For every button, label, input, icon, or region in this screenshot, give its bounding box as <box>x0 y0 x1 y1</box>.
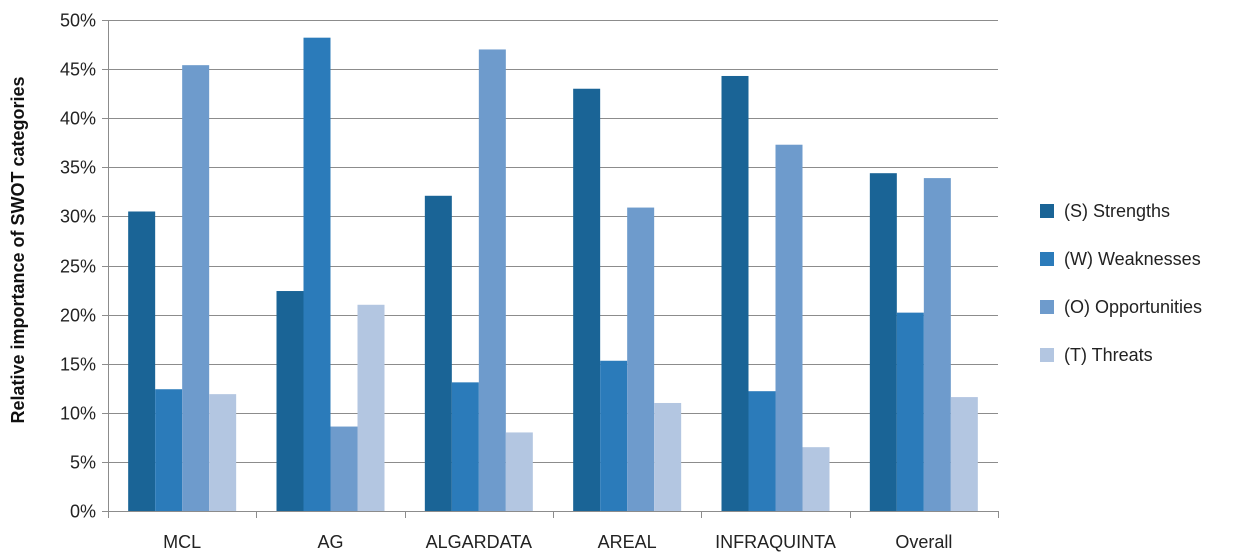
gridlines <box>108 20 998 463</box>
bar <box>182 65 210 511</box>
bar <box>721 75 749 511</box>
x-tick-label: Overall <box>895 532 952 552</box>
y-tick-label: 15% <box>60 355 96 375</box>
bar <box>209 394 237 511</box>
bar <box>330 426 358 511</box>
legend-swatch <box>1040 252 1054 266</box>
legend-swatch <box>1040 300 1054 314</box>
y-tick-label: 20% <box>60 306 96 326</box>
bar <box>128 211 156 512</box>
bar <box>802 447 830 511</box>
y-tick-label: 45% <box>60 60 96 80</box>
bar <box>451 382 479 511</box>
bar <box>654 402 682 511</box>
legend-label: (O) Opportunities <box>1064 297 1202 317</box>
legend-label: (W) Weaknesses <box>1064 249 1201 269</box>
bar <box>357 304 385 511</box>
bar <box>505 432 533 511</box>
legend-swatch <box>1040 348 1054 362</box>
x-tick-label: ALGARDATA <box>426 532 532 552</box>
y-axis-title: Relative importance of SWOT categories <box>8 76 28 423</box>
bar <box>896 312 924 511</box>
x-tick-label: AG <box>317 532 343 552</box>
legend-label: (T) Threats <box>1064 345 1153 365</box>
y-tick-label: 5% <box>70 453 96 473</box>
bar <box>748 391 776 511</box>
bar <box>600 360 628 511</box>
bar <box>775 144 803 512</box>
axes <box>102 20 999 518</box>
y-tick-label: 50% <box>60 11 96 31</box>
y-tick-label: 10% <box>60 404 96 424</box>
bar <box>923 178 951 512</box>
bar <box>478 49 506 512</box>
bar <box>627 207 655 511</box>
legend: (S) Strengths (W) Weaknesses (O) Opportuni… <box>1040 201 1202 365</box>
y-tick-labels: 0% 5% 10% 15% 20% 25% 30% 35% 40% 45% 50% <box>60 11 96 522</box>
x-tick-label: MCL <box>163 532 201 552</box>
bar <box>303 37 331 512</box>
bars <box>128 37 978 512</box>
y-tick-label: 40% <box>60 109 96 129</box>
bar <box>276 291 304 511</box>
bar <box>950 397 978 511</box>
legend-swatch <box>1040 204 1054 218</box>
legend-label: (S) Strengths <box>1064 201 1170 221</box>
y-tick-label: 25% <box>60 257 96 277</box>
bar <box>155 389 183 511</box>
x-tick-labels: MCL AG ALGARDATA AREAL INFRAQUINTA Overall <box>163 532 952 552</box>
bar <box>424 195 452 511</box>
y-tick-label: 30% <box>60 207 96 227</box>
y-tick-label: 0% <box>70 502 96 522</box>
bar <box>869 173 897 511</box>
x-tick-label: INFRAQUINTA <box>715 532 836 552</box>
x-tick-label: AREAL <box>598 532 657 552</box>
y-tick-label: 35% <box>60 158 96 178</box>
bar <box>573 88 601 512</box>
